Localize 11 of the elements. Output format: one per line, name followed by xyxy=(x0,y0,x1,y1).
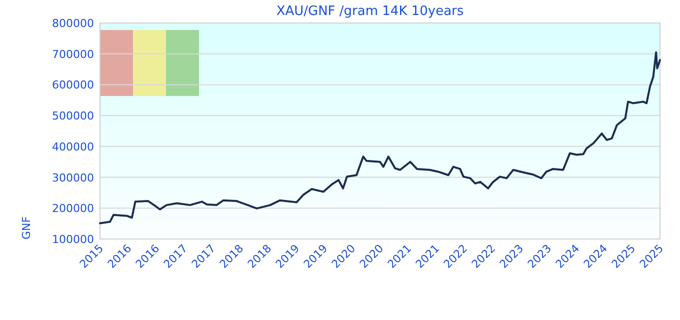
line-series xyxy=(99,51,661,224)
y-tick-label: 700000 xyxy=(52,48,94,61)
y-axis-title: GNF xyxy=(20,216,33,240)
y-tick-label: 300000 xyxy=(52,171,94,184)
y-tick-label: 100000 xyxy=(52,233,94,246)
y-tick-label: 200000 xyxy=(52,202,94,216)
y-tick-label: 400000 xyxy=(52,140,94,154)
y-tick-label: 600000 xyxy=(52,78,94,92)
y-tick-label: 500000 xyxy=(52,110,94,123)
chart-title: XAU/GNF /gram 14K 10years xyxy=(276,4,464,19)
y-tick-label: 800000 xyxy=(52,17,94,30)
